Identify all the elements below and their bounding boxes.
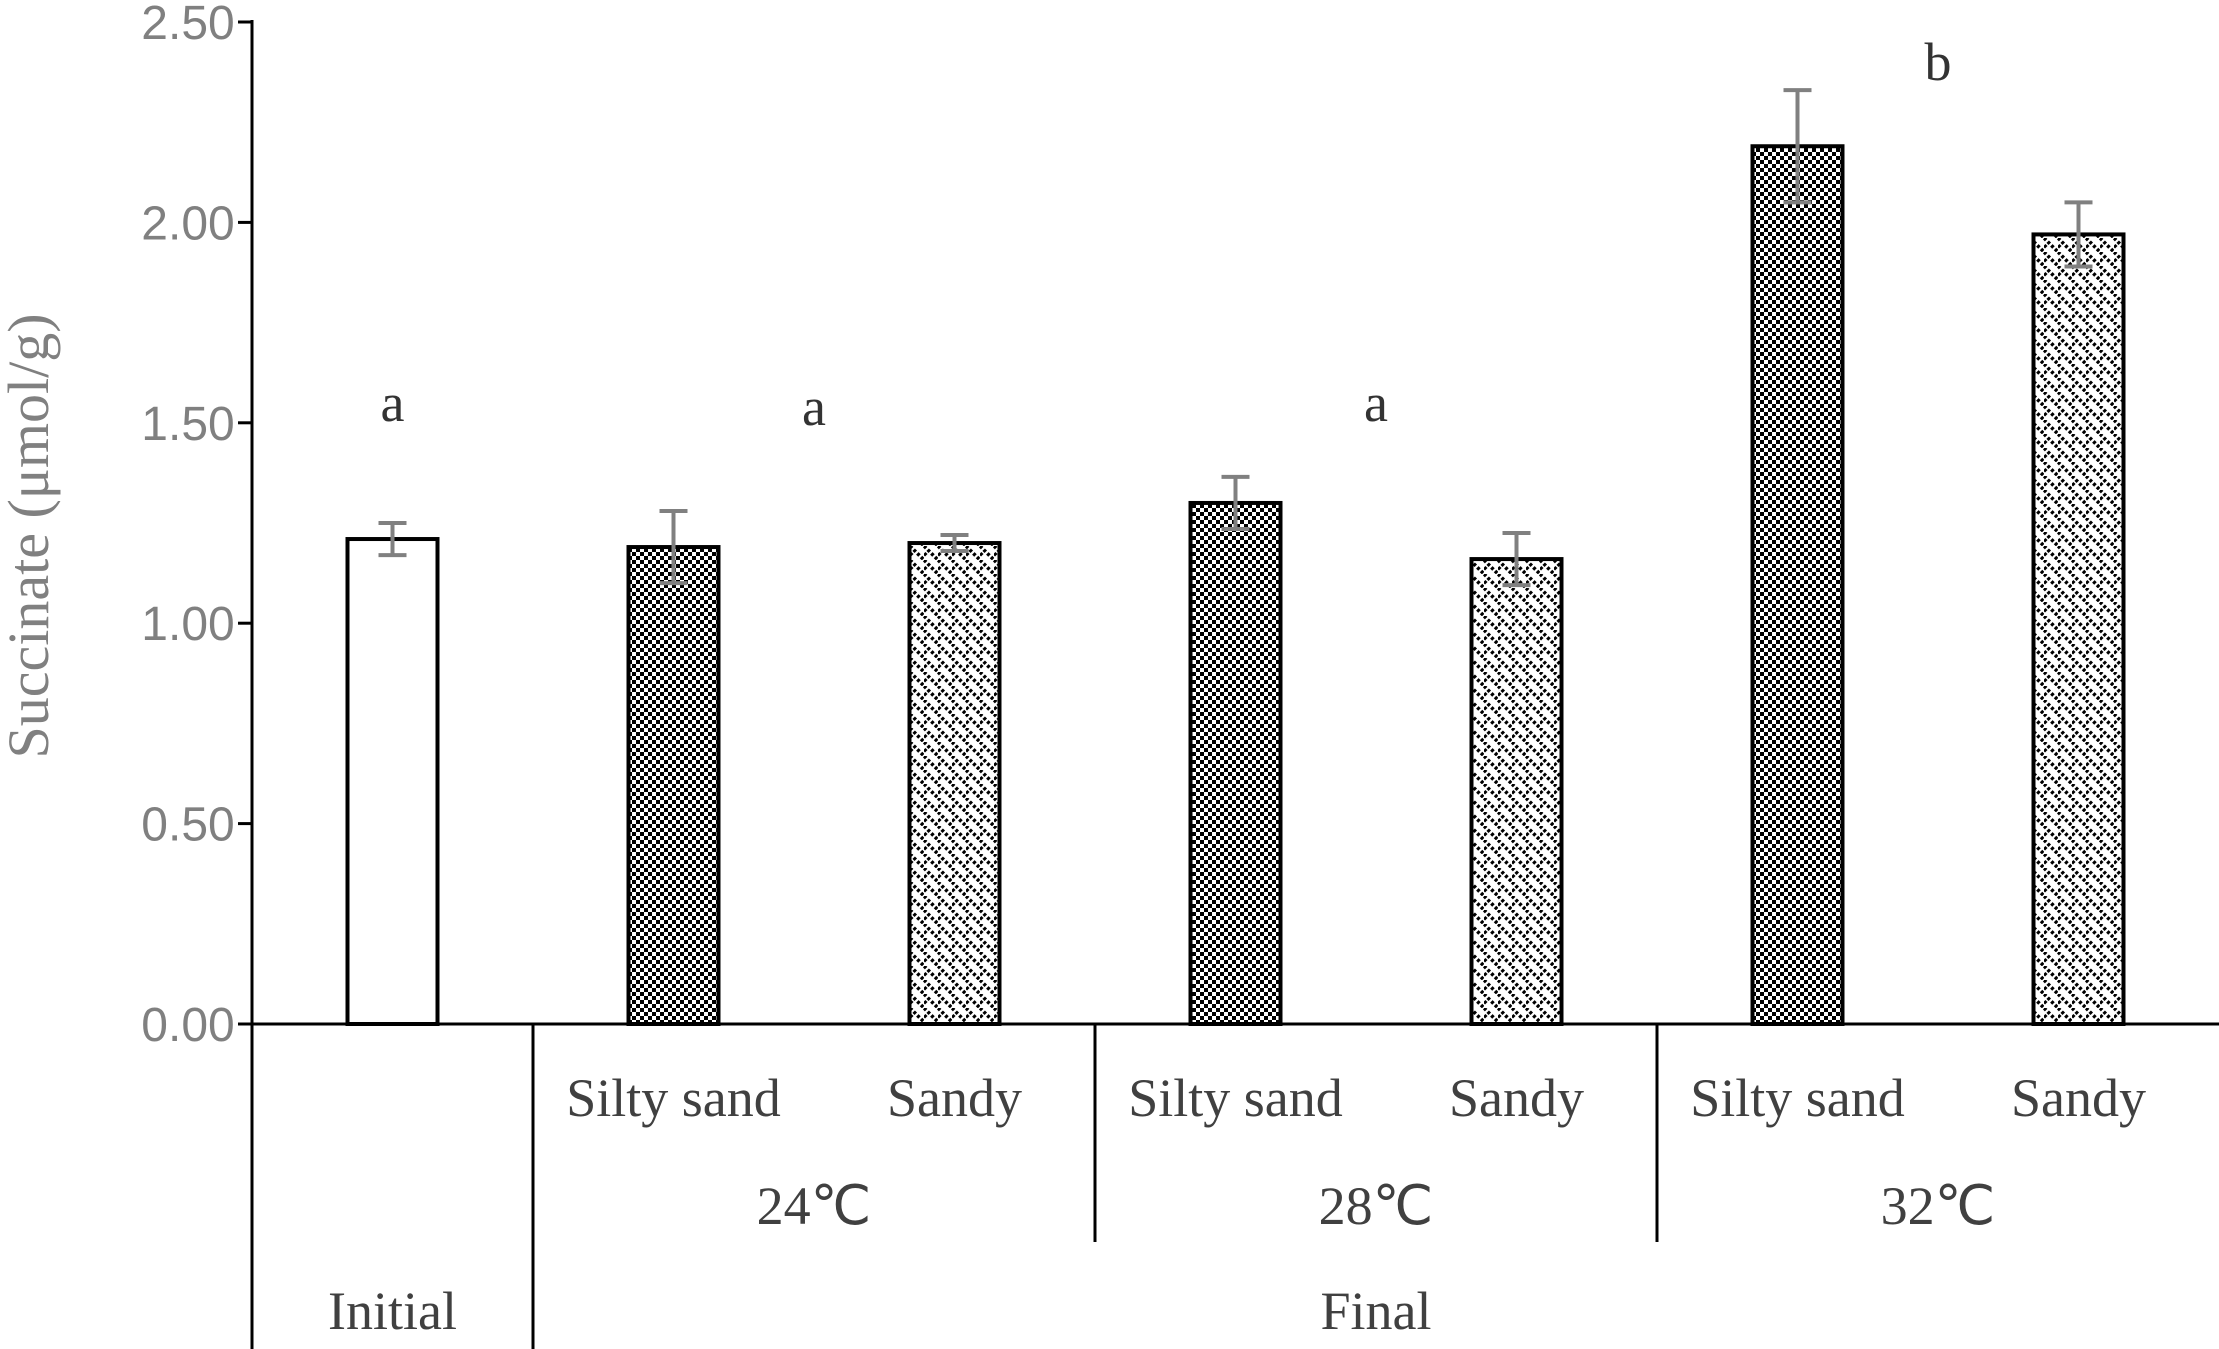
significance-letter: a [1364, 373, 1388, 433]
bar-category-label: Silty sand [566, 1068, 781, 1128]
bar [345, 537, 440, 1026]
y-tick-label: 0.00 [141, 999, 234, 1052]
y-axis-label: Succinate (μmol/g) [0, 313, 61, 758]
bar-category-label: Silty sand [1128, 1068, 1343, 1128]
category-axis: Silty sand Sandy Silty sand Sandy Silty sand… [250, 1022, 2219, 1349]
temperature-group-label: 24℃ [757, 1176, 872, 1236]
bar [2031, 232, 2126, 1026]
bar-category-label: Sandy [1449, 1068, 1584, 1128]
significance-letter: a [802, 377, 826, 437]
bar-category-label: Sandy [887, 1068, 1022, 1128]
y-tick-label: 2.00 [141, 197, 234, 250]
bar [626, 545, 721, 1026]
y-tick-label: 0.50 [141, 799, 234, 852]
y-tick-label: 2.50 [141, 0, 234, 50]
temperature-group-label: 28℃ [1319, 1176, 1434, 1236]
phase-group-label: Initial [328, 1281, 457, 1341]
bar [1188, 500, 1283, 1026]
phase-group-label: Final [1320, 1281, 1431, 1341]
significance-letter: a [381, 373, 405, 433]
y-tick-label: 1.00 [141, 598, 234, 651]
y-axis: 0.00 0.50 1.00 1.50 2.00 2.50 [141, 0, 254, 1052]
bar [907, 541, 1002, 1026]
y-tick-label: 1.50 [141, 398, 234, 451]
significance-letter: b [1925, 32, 1952, 92]
bars: a a a b [345, 32, 2126, 1027]
bar [1750, 144, 1845, 1027]
temperature-group-label: 32℃ [1881, 1176, 1996, 1236]
bar-category-label: Silty sand [1690, 1068, 1905, 1128]
bar [1469, 557, 1564, 1027]
bar-category-label: Sandy [2011, 1068, 2146, 1128]
